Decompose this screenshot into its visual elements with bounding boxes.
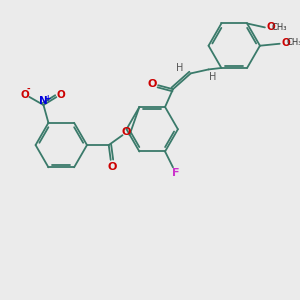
Text: H: H xyxy=(176,63,184,74)
Text: N: N xyxy=(39,96,48,106)
Text: F: F xyxy=(172,168,180,178)
Text: +: + xyxy=(44,94,51,103)
Text: H: H xyxy=(209,72,216,82)
Text: O: O xyxy=(122,127,131,137)
Text: O: O xyxy=(281,38,290,48)
Text: -: - xyxy=(27,85,31,94)
Text: CH₃: CH₃ xyxy=(272,23,287,32)
Text: O: O xyxy=(57,90,66,100)
Text: O: O xyxy=(20,90,29,100)
Text: O: O xyxy=(266,22,275,32)
Text: O: O xyxy=(148,79,157,89)
Text: CH₃: CH₃ xyxy=(287,38,300,47)
Text: O: O xyxy=(108,162,117,172)
